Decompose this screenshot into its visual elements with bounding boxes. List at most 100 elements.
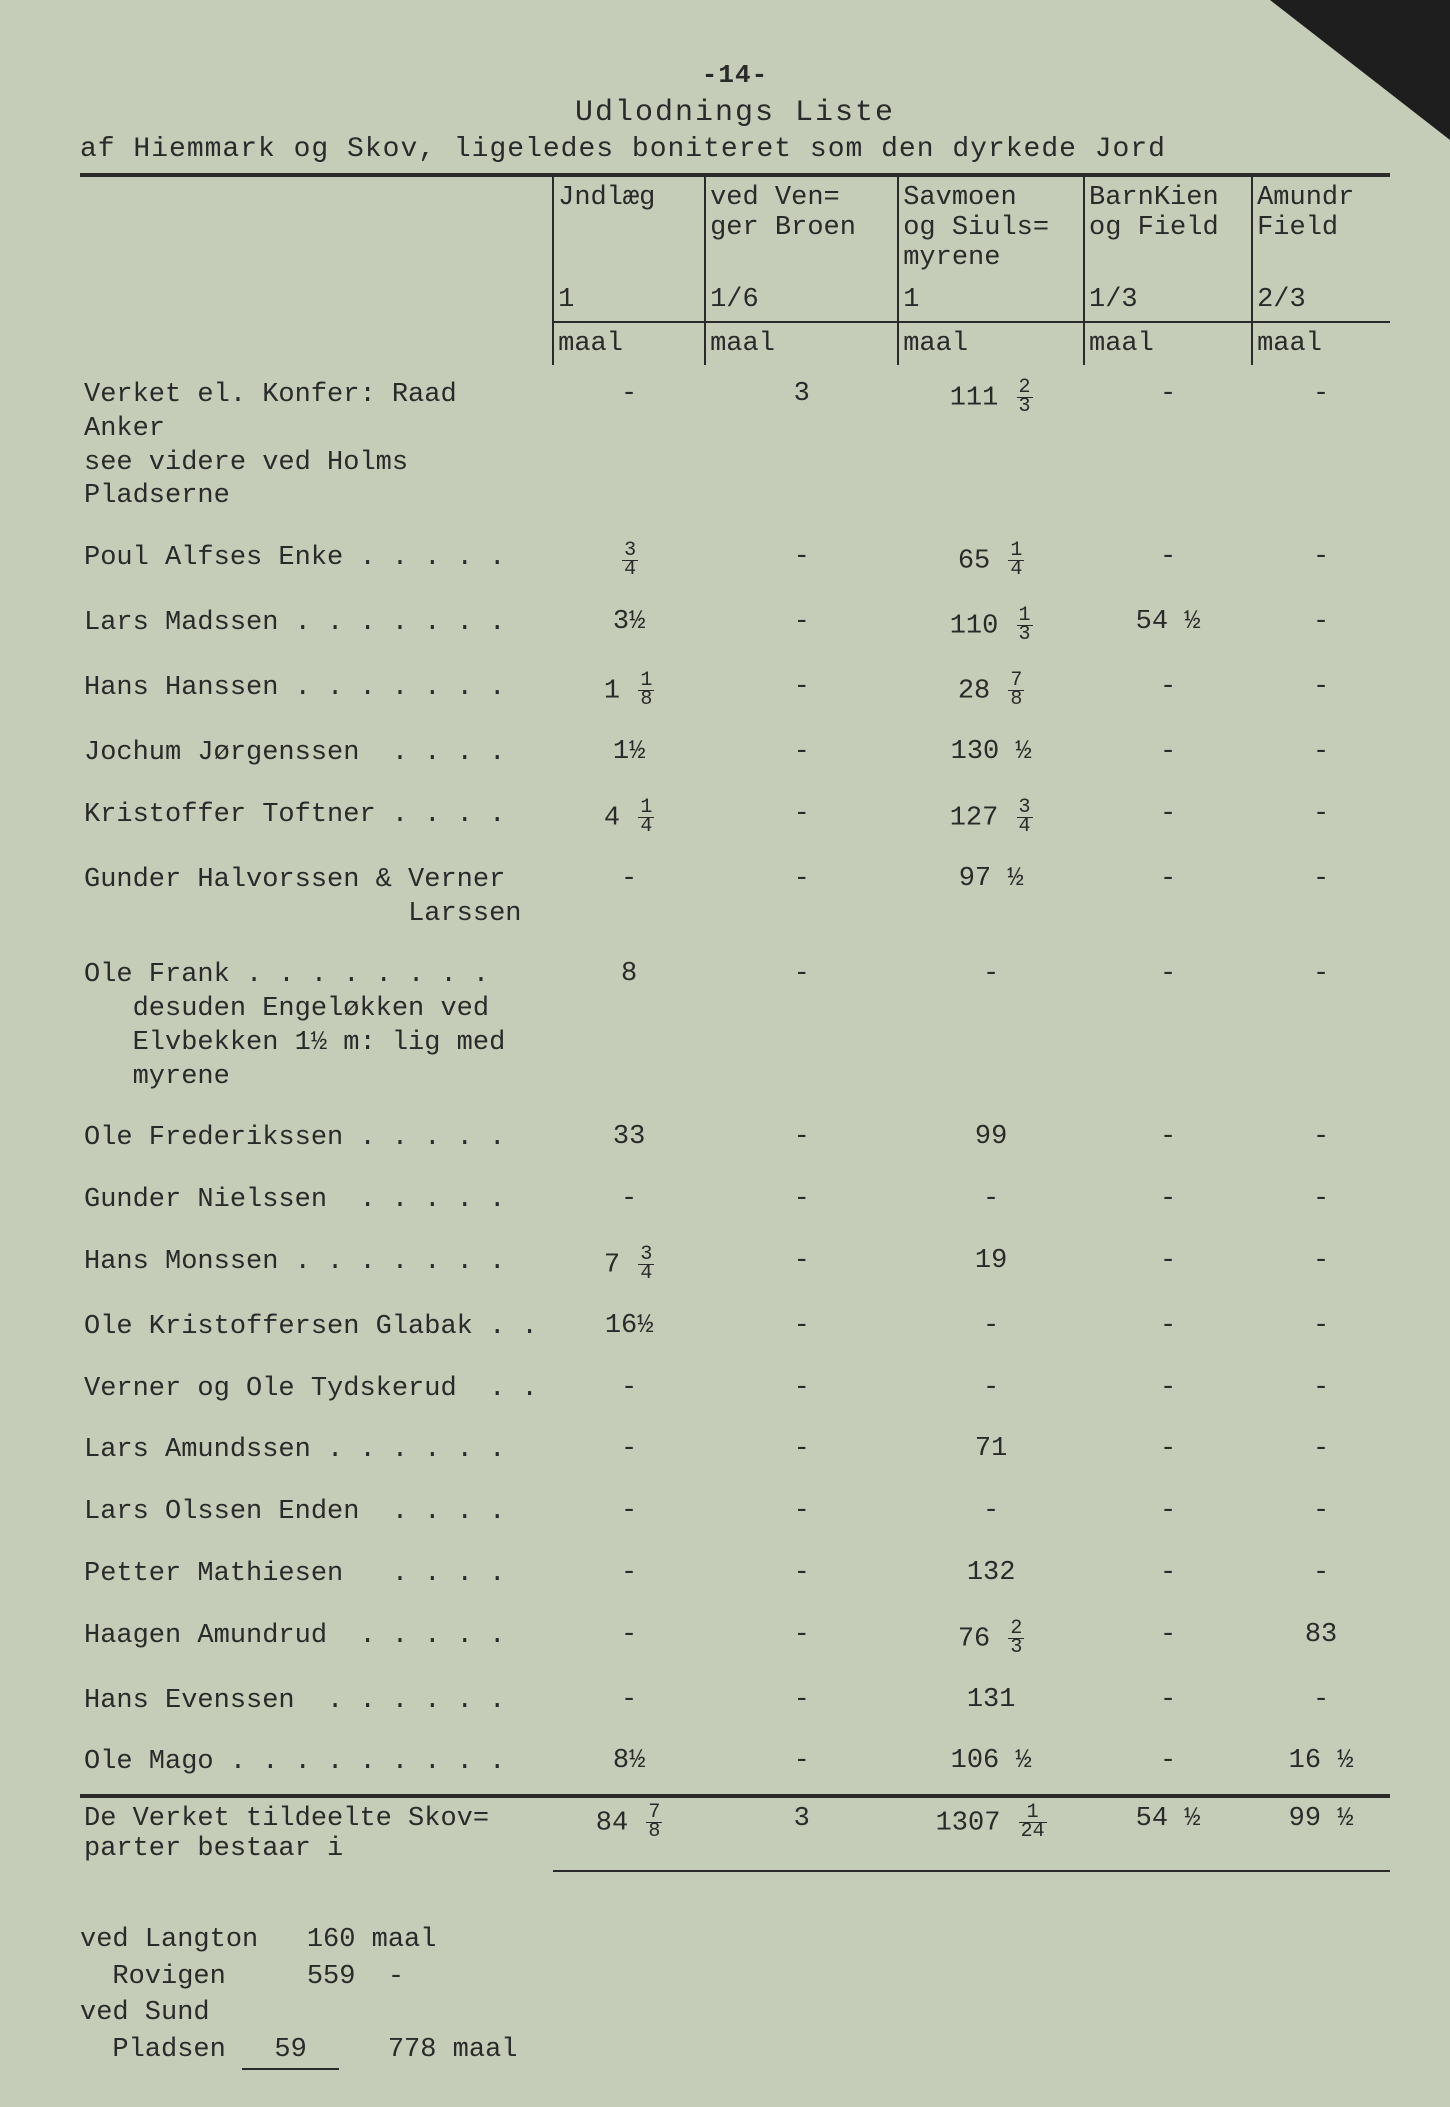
row-name: Hans Evenssen . . . . . . (80, 1671, 553, 1733)
row-value: 127 34 (898, 785, 1084, 850)
table-row: Lars Amundssen . . . . . .--71-- (80, 1420, 1390, 1482)
table-body: Verket el. Konfer: Raad Anker see videre… (80, 365, 1390, 1794)
row-value: - (1084, 723, 1252, 785)
page-subtitle: af Hiemmark og Skov, ligeledes boniteret… (80, 134, 1390, 165)
table-row: Ole Kristoffersen Glabak . .16½---- (80, 1297, 1390, 1359)
row-value: - (1252, 1297, 1390, 1359)
table-row: Hans Evenssen . . . . . .--131-- (80, 1671, 1390, 1733)
col-unit: maal (1084, 322, 1252, 365)
row-value: 4 14 (553, 785, 705, 850)
row-value: - (1084, 658, 1252, 723)
row-value: - (1252, 1482, 1390, 1544)
footer-note: ved Langton 160 maal Rovigen 559 - ved S… (80, 1886, 1390, 2107)
row-value: - (1252, 1671, 1390, 1733)
row-value: 3½ (553, 593, 705, 658)
table-row: Haagen Amundrud . . . . .--76 23-83 (80, 1606, 1390, 1671)
row-value: - (1252, 850, 1390, 946)
row-value: - (705, 593, 898, 658)
table-row: Ole Frederikssen . . . . .33-99-- (80, 1108, 1390, 1170)
row-value: - (1084, 1232, 1252, 1297)
totals-row: De Verket tildeelte Skov= parter bestaar… (80, 1798, 1390, 1882)
row-value: - (705, 1170, 898, 1232)
row-value: - (553, 1359, 705, 1421)
row-value: - (553, 1482, 705, 1544)
table-row: Petter Mathiesen . . . .--132-- (80, 1544, 1390, 1606)
row-value: - (705, 1420, 898, 1482)
row-value: - (1084, 1482, 1252, 1544)
row-value: - (1252, 1108, 1390, 1170)
table-row: Ole Mago . . . . . . . . .8½-106 ½-16 ½ (80, 1732, 1390, 1794)
allotment-table: Jndlæg ved Ven= ger Broen Savmoen og Siu… (80, 177, 1390, 1882)
row-value: - (1084, 1732, 1252, 1794)
row-value: - (705, 1671, 898, 1733)
row-value: - (553, 1170, 705, 1232)
row-name: Ole Frank . . . . . . . . desuden Engelø… (80, 945, 553, 1108)
row-name: Lars Amundssen . . . . . . (80, 1420, 553, 1482)
row-value: - (705, 1482, 898, 1544)
row-value: - (1084, 1671, 1252, 1733)
row-value: - (553, 1420, 705, 1482)
row-value: 34 (553, 528, 705, 593)
row-name: Ole Mago . . . . . . . . . (80, 1732, 553, 1794)
row-value: - (553, 850, 705, 946)
totals-value: 1307 124 (898, 1798, 1084, 1870)
row-value: 97 ½ (898, 850, 1084, 946)
row-value: 16½ (553, 1297, 705, 1359)
row-value: - (1252, 1420, 1390, 1482)
row-value: 106 ½ (898, 1732, 1084, 1794)
col-header: ved Ven= ger Broen (705, 177, 898, 279)
row-value: - (705, 1732, 898, 1794)
row-value: - (553, 365, 705, 528)
page-number: -14- (80, 60, 1390, 90)
col-ratio: 1 (553, 279, 705, 322)
row-name: Haagen Amundrud . . . . . (80, 1606, 553, 1671)
col-ratio: 1/6 (705, 279, 898, 322)
table-row: Gunder Nielssen . . . . .----- (80, 1170, 1390, 1232)
row-value: 54 ½ (1084, 593, 1252, 658)
row-value: 76 23 (898, 1606, 1084, 1671)
table-row: Verner og Ole Tydskerud . .----- (80, 1359, 1390, 1421)
row-value: - (1252, 528, 1390, 593)
col-ratio: 1 (898, 279, 1084, 322)
row-value: - (705, 1232, 898, 1297)
row-value: - (1252, 1544, 1390, 1606)
table-row: Jochum Jørgenssen . . . .1½-130 ½-- (80, 723, 1390, 785)
table-header: Jndlæg ved Ven= ger Broen Savmoen og Siu… (80, 177, 1390, 365)
row-value: - (705, 1359, 898, 1421)
row-value: - (705, 785, 898, 850)
row-value: - (1084, 1544, 1252, 1606)
row-value: - (1252, 785, 1390, 850)
row-value: 71 (898, 1420, 1084, 1482)
col-unit: maal (705, 322, 898, 365)
col-unit: maal (553, 322, 705, 365)
row-name: Petter Mathiesen . . . . (80, 1544, 553, 1606)
row-value: - (705, 723, 898, 785)
row-value: 3 (705, 365, 898, 528)
table-row: Lars Madssen . . . . . . .3½-110 1354 ½- (80, 593, 1390, 658)
row-value: - (1084, 528, 1252, 593)
row-value: - (1084, 1297, 1252, 1359)
row-value: - (705, 1297, 898, 1359)
totals-value: 3 (705, 1798, 898, 1870)
col-header: Jndlæg (553, 177, 705, 279)
table-row: Lars Olssen Enden . . . .----- (80, 1482, 1390, 1544)
row-value: 111 23 (898, 365, 1084, 528)
table-row: Ole Frank . . . . . . . . desuden Engelø… (80, 945, 1390, 1108)
row-value: - (898, 1359, 1084, 1421)
totals-value: 99 ½ (1252, 1798, 1390, 1870)
row-value: - (705, 945, 898, 1108)
col-ratio: 2/3 (1252, 279, 1390, 322)
row-value: - (1252, 1232, 1390, 1297)
col-ratio: 1/3 (1084, 279, 1252, 322)
col-header: BarnKien og Field (1084, 177, 1252, 279)
row-value: 110 13 (898, 593, 1084, 658)
row-name: Lars Madssen . . . . . . . (80, 593, 553, 658)
row-name: Hans Hanssen . . . . . . . (80, 658, 553, 723)
totals-value: 54 ½ (1084, 1798, 1252, 1870)
row-value: - (705, 1108, 898, 1170)
row-value: - (1084, 365, 1252, 528)
row-value: - (1252, 1170, 1390, 1232)
row-value: - (1084, 1359, 1252, 1421)
row-value: - (1252, 593, 1390, 658)
row-value: - (1252, 945, 1390, 1108)
